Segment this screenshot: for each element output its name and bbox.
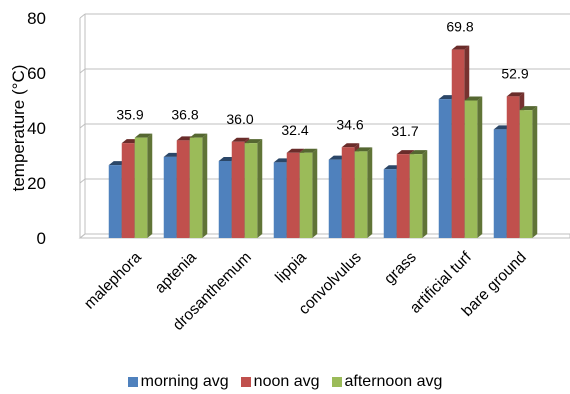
bar-top — [451, 45, 470, 50]
bar-front — [163, 156, 177, 238]
bar-top — [354, 147, 373, 152]
y-tick-label: 80 — [27, 9, 46, 28]
bar-front — [299, 152, 313, 238]
bar-front — [134, 137, 148, 238]
bar-side — [422, 150, 428, 238]
legend-item-noon: noon avg — [240, 373, 320, 391]
bar-top — [409, 150, 428, 155]
y-tick-label: 60 — [27, 64, 46, 83]
bar-front — [286, 152, 300, 238]
bar-top — [231, 137, 250, 142]
bar-side — [202, 133, 208, 238]
bar-front — [328, 159, 342, 238]
bar-afternoon-avg-aptenia — [189, 133, 208, 238]
legend-swatch-morning — [127, 377, 138, 387]
bar-front — [383, 169, 397, 238]
legend-label-afternoon: afternoon avg — [344, 373, 443, 390]
data-label: 34.6 — [336, 116, 363, 132]
bar-front — [396, 154, 410, 238]
bar-afternoon-avg-drosanthemum — [244, 139, 263, 238]
bar-side — [367, 147, 373, 238]
bar-front — [409, 154, 423, 238]
bar-front — [506, 96, 520, 238]
bar-top — [396, 150, 415, 155]
bar-side — [312, 148, 318, 238]
bar-front — [121, 143, 135, 238]
bar-front — [218, 161, 232, 238]
gridline-depth — [79, 13, 86, 19]
gridline-depth — [79, 68, 86, 74]
bars — [108, 45, 538, 238]
legend-swatch-afternoon — [331, 377, 342, 387]
bar-front — [189, 137, 203, 238]
data-label: 36.8 — [171, 107, 198, 123]
temperature-bar-chart: 0 20 40 60 80 35.9 36.8 36.0 32.4 34.6 31.7 69.8 52… — [9, 9, 570, 334]
bar-front — [464, 100, 478, 238]
bar-top — [341, 143, 360, 148]
bar-front — [451, 49, 465, 238]
bar-front — [176, 140, 190, 238]
legend-label-noon: noon avg — [253, 373, 320, 390]
bar-top — [464, 96, 483, 101]
bar-afternoon-avg-convolvulus — [354, 147, 373, 238]
bar-top — [299, 148, 318, 153]
bar-top — [519, 106, 538, 111]
category-label: grass — [381, 249, 420, 288]
category-label: lippia — [272, 249, 310, 287]
bar-front — [244, 143, 258, 238]
legend-label-morning: morning avg — [140, 373, 229, 390]
gridline-depth — [79, 123, 86, 129]
bar-front — [341, 147, 355, 238]
bar-front — [438, 99, 452, 238]
bar-front — [273, 162, 287, 238]
bar-front — [108, 165, 122, 238]
bar-top — [134, 133, 153, 138]
y-axis-ticks: 0 20 40 60 80 — [27, 9, 46, 248]
category-label: aptenia — [152, 249, 200, 297]
bar-afternoon-avg-bare-ground — [519, 106, 538, 238]
legend: morning avg noon avg afternoon avg — [0, 370, 570, 394]
bar-top — [189, 133, 208, 138]
bar-front — [231, 141, 245, 238]
data-labels: 35.9 36.8 36.0 32.4 34.6 31.7 69.8 52.9 — [116, 19, 528, 140]
bar-afternoon-avg-malephora — [134, 133, 153, 238]
data-label: 32.4 — [281, 122, 308, 138]
bar-afternoon-avg-grass — [409, 150, 428, 238]
data-label: 69.8 — [446, 19, 473, 35]
y-axis-label: temperature (°C) — [9, 65, 28, 192]
bar-side — [532, 106, 538, 238]
bar-side — [147, 133, 153, 238]
bar-side — [477, 96, 483, 238]
data-label: 52.9 — [501, 65, 528, 81]
legend-swatch-noon — [240, 377, 251, 387]
bar-afternoon-avg-lippia — [299, 148, 318, 238]
legend-item-afternoon: afternoon avg — [331, 373, 443, 391]
legend-item-morning: morning avg — [127, 373, 229, 391]
bar-side — [257, 139, 263, 238]
bar-front — [354, 151, 368, 238]
data-label: 31.7 — [391, 123, 418, 139]
data-label: 36.0 — [226, 111, 253, 127]
data-label: 35.9 — [116, 107, 143, 123]
y-tick-label: 0 — [37, 229, 46, 248]
bar-front — [519, 110, 533, 238]
bar-afternoon-avg-artificial-turf — [464, 96, 483, 238]
bar-top — [286, 148, 305, 153]
bar-top — [506, 92, 525, 97]
y-tick-label: 40 — [27, 119, 46, 138]
category-label: malephora — [81, 249, 145, 313]
y-tick-label: 20 — [27, 174, 46, 193]
gridline-depth — [79, 178, 86, 184]
bar-front — [493, 129, 507, 238]
bar-top — [244, 139, 263, 144]
